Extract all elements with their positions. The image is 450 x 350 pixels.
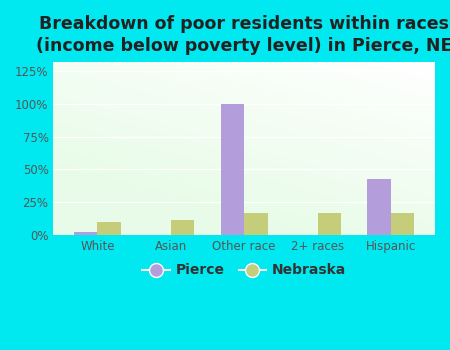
Bar — [244, 212, 268, 235]
Bar — [391, 212, 414, 235]
Bar — [74, 232, 97, 235]
Title: Breakdown of poor residents within races
(income below poverty level) in Pierce,: Breakdown of poor residents within races… — [36, 15, 450, 55]
Bar — [74, 232, 97, 235]
Bar — [220, 104, 244, 235]
Bar — [220, 104, 244, 235]
Bar — [318, 212, 341, 235]
Bar — [171, 220, 194, 235]
Bar — [97, 222, 121, 235]
Bar — [391, 212, 414, 235]
Bar — [368, 178, 391, 235]
Bar — [97, 222, 121, 235]
Bar — [368, 178, 391, 235]
Legend: Pierce, Nebraska: Pierce, Nebraska — [137, 258, 351, 283]
Bar — [244, 212, 268, 235]
Bar — [171, 220, 194, 235]
Bar — [318, 212, 341, 235]
